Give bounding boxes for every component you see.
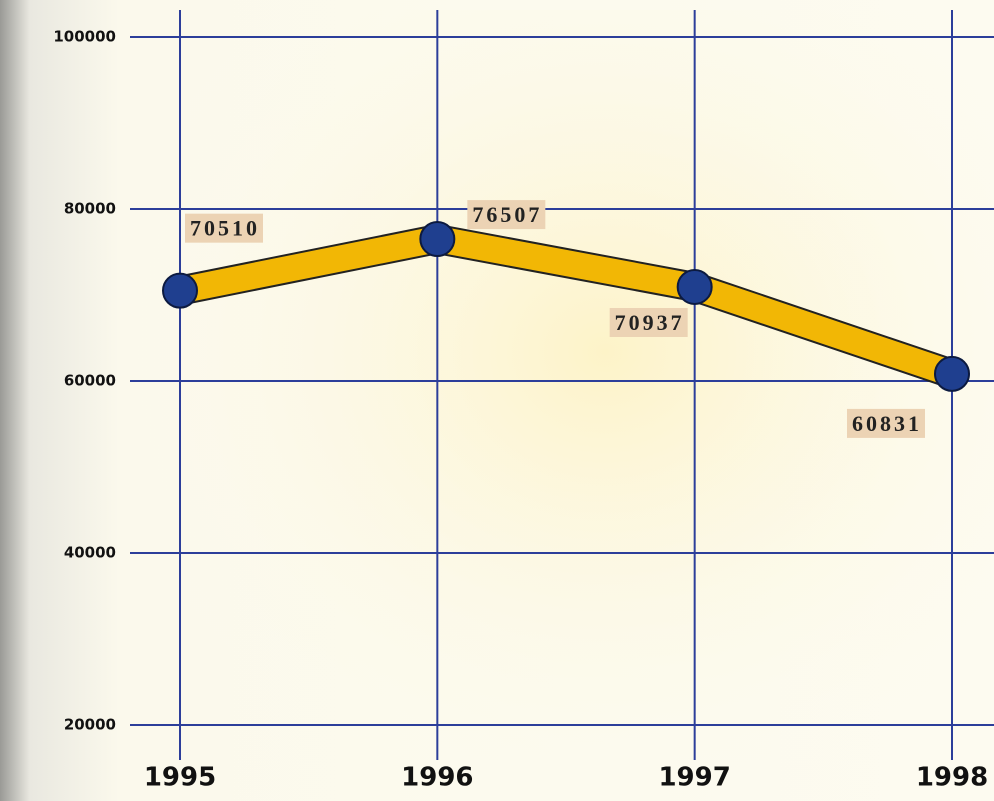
value-label: 70937 <box>615 310 685 335</box>
value-label-bg <box>185 213 263 243</box>
y-tick-label: 60000 <box>64 372 116 390</box>
value-label: 76507 <box>472 202 542 227</box>
value-label: 70510 <box>190 216 260 241</box>
marker <box>419 221 456 258</box>
y-tick-label: 20000 <box>64 716 116 734</box>
y-tick-label: 100000 <box>53 28 116 46</box>
background-glow <box>130 10 994 770</box>
marker <box>676 268 713 305</box>
value-label-bg <box>467 200 546 230</box>
value-label-bg <box>609 307 688 337</box>
x-tick-label: 1998 <box>916 763 988 793</box>
x-tick-label: 1997 <box>658 763 730 793</box>
line <box>177 225 957 387</box>
value-label: 60831 <box>852 411 922 436</box>
marker <box>162 272 198 309</box>
y-tick-label: 80000 <box>64 200 116 218</box>
value-label-bg <box>847 408 925 438</box>
x-tick-label: 1996 <box>401 763 473 793</box>
y-tick-label: 40000 <box>64 544 116 562</box>
marker <box>934 355 970 392</box>
x-tick-label: 1995 <box>144 763 216 793</box>
